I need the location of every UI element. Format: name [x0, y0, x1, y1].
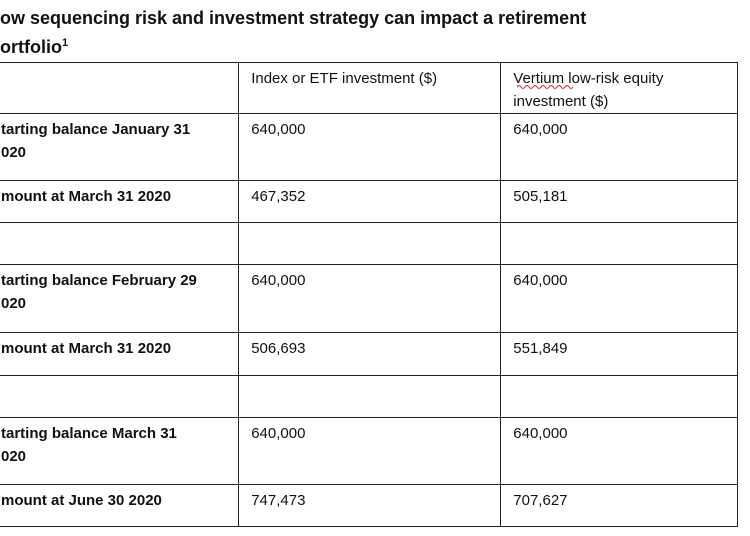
header-cell: Vertium low-risk equity investment ($): [500, 62, 738, 114]
cell: 467,352: [238, 180, 502, 223]
cell: [500, 375, 738, 418]
cell: tarting balance February 29 020: [0, 264, 240, 333]
cell: tarting balance March 31 020: [0, 417, 240, 485]
data-table: Index or ETF investment ($) Vertium low-…: [0, 62, 738, 527]
cell: 707,627: [500, 484, 738, 527]
row: mount at March 31 2020 467,352 505,181: [0, 180, 738, 223]
header-cell: [0, 62, 240, 114]
cell: [238, 375, 502, 418]
row: mount at March 31 2020 506,693 551,849: [0, 332, 738, 376]
cell: [0, 375, 240, 418]
header-cell: Index or ETF investment ($): [238, 62, 502, 114]
row: mount at June 30 2020 747,473 707,627: [0, 484, 738, 527]
cell: mount at June 30 2020: [0, 484, 240, 527]
cell: [500, 222, 738, 265]
header-row: Index or ETF investment ($) Vertium low-…: [0, 62, 738, 114]
cell: 505,181: [500, 180, 738, 223]
cell: [238, 222, 502, 265]
footnote-mark: 1: [61, 37, 69, 49]
cell: 640,000: [238, 264, 502, 333]
title-line: ortfolio: [0, 37, 62, 57]
cell: 551,849: [500, 332, 738, 376]
spacer-row: [0, 375, 738, 418]
cell: [0, 222, 240, 265]
cell: 640,000: [500, 113, 738, 181]
cell: mount at March 31 2020: [0, 332, 240, 376]
cell: mount at March 31 2020: [0, 180, 240, 223]
title: ow sequencing risk and investment strate…: [0, 6, 586, 60]
row: tarting balance February 29 020 640,000 64…: [0, 264, 738, 333]
spellcheck-underline: [517, 85, 574, 89]
cell: 640,000: [238, 417, 502, 485]
cell: tarting balance January 31 020: [0, 113, 240, 181]
cell: 506,693: [238, 332, 502, 376]
cell: 640,000: [500, 417, 738, 485]
title-line: ow sequencing risk and investment strate…: [0, 8, 587, 28]
row: tarting balance March 31 020 640,000 640,0…: [0, 417, 738, 485]
cell: 747,473: [238, 484, 502, 527]
spacer-row: [0, 222, 738, 265]
cell: 640,000: [500, 264, 738, 333]
cell: 640,000: [238, 113, 502, 181]
row: tarting balance January 31 020 640,000 640…: [0, 113, 738, 181]
